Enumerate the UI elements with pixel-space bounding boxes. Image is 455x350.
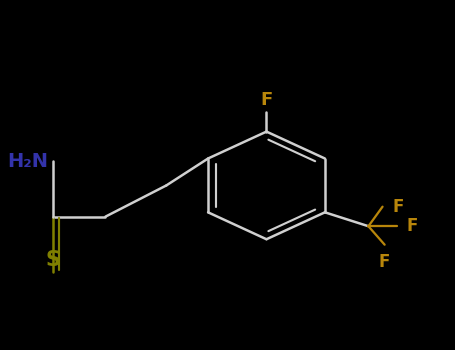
Text: F: F	[392, 198, 404, 216]
Text: F: F	[260, 91, 273, 109]
Text: F: F	[379, 253, 390, 271]
Text: S: S	[46, 251, 61, 271]
Text: H₂N: H₂N	[7, 152, 48, 170]
Text: F: F	[406, 217, 418, 235]
